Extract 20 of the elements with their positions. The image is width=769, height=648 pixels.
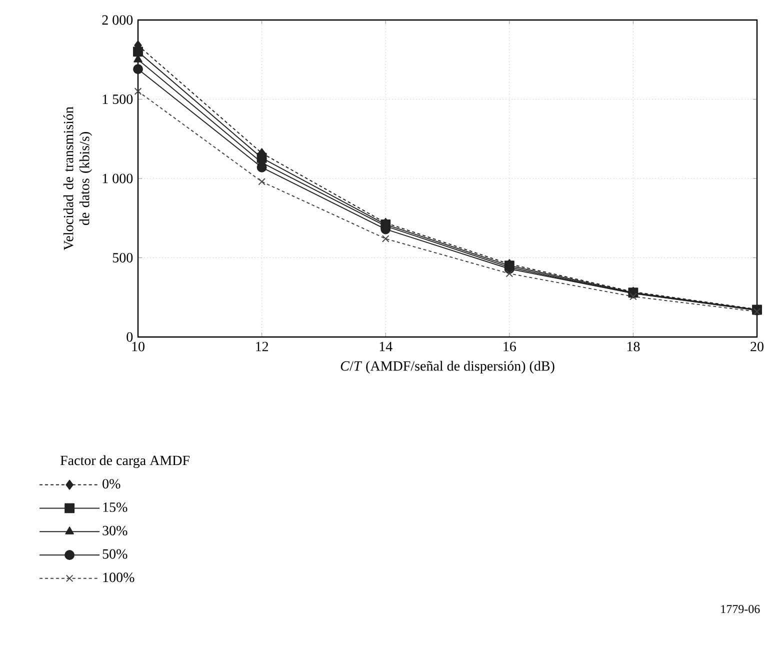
y-tick-label: 1 500 [102, 94, 133, 104]
legend-label: 15% [103, 502, 128, 512]
x-tick-label: 16 [504, 342, 516, 352]
x-tick-label: 18 [627, 342, 640, 352]
legend-label: 100% [103, 572, 134, 582]
y-tick-label: 0 [126, 332, 133, 342]
y-tick-label: 1 000 [102, 174, 133, 184]
legend-label: 50% [102, 549, 128, 559]
x-tick-label: 14 [380, 342, 392, 352]
legend-title: Factor de carga AMDF [60, 455, 190, 468]
legend-label: 30% [102, 526, 128, 536]
x-tick-label: 20 [750, 342, 764, 352]
y-axis-title: Velocidad de transmisión de datos (kbis/s) [63, 106, 92, 250]
x-axis-title: C/T (AMDF/señal de dispersión) (dB) [340, 360, 554, 374]
legend-label: 0% [102, 479, 120, 489]
x-tick-label: 10 [132, 342, 144, 352]
x-tick-label: 12 [256, 342, 268, 352]
text: 1779-06 [721, 605, 760, 614]
y-tick-label: 2 000 [102, 15, 133, 25]
y-tick-label: 500 [112, 253, 133, 262]
